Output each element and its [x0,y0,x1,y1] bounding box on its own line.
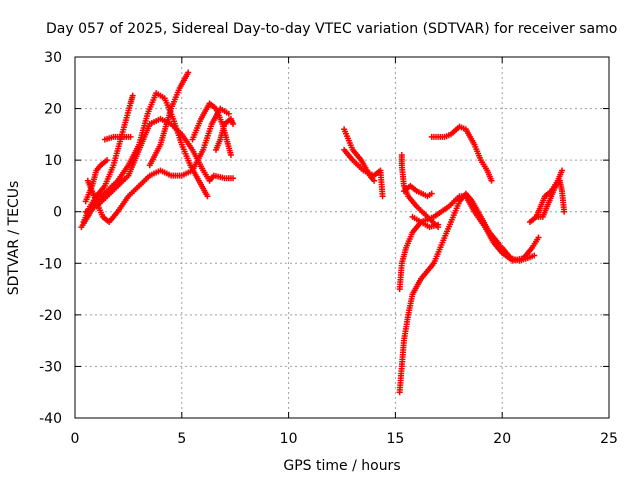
data-point [488,177,495,184]
data-point [104,157,111,164]
y-tick-label: -10 [39,256,62,272]
data-point [230,121,237,128]
grid-lines [75,57,609,418]
plot-frame [74,56,610,419]
x-tick-label: 10 [280,431,298,447]
series-arc-15 [400,182,435,200]
data-point [561,208,568,215]
data-point [559,167,566,174]
data-point [230,175,237,182]
series-arc-11 [341,146,386,200]
data-point [127,133,134,140]
x-tick-label: 20 [493,431,511,447]
data-point [227,151,234,158]
series-arc-5 [82,157,111,205]
data-point [185,69,192,76]
y-tick-label: -40 [39,411,62,427]
series-arc-9 [212,115,237,153]
data-point [428,190,435,197]
series-arc-8 [189,100,234,158]
series-arc-13 [396,193,542,293]
series-arc-12 [396,190,501,396]
axis-ticks: 0 5 10 15 20 25 -40 -30 -20 -10 0 10 20 30 [39,50,618,447]
y-axis-label: SDTVAR / TECUs [6,181,22,296]
y-tick-label: 10 [44,153,62,169]
data-point [379,193,386,200]
series-arc-16 [409,213,442,231]
series-arc-19 [526,167,566,226]
chart-title: Day 057 of 2025, Sidereal Day-to-day VTE… [46,21,617,37]
series-arc-1 [80,92,136,226]
x-tick-label: 25 [600,431,618,447]
data-point [371,177,378,184]
data-point [204,193,211,200]
data-point [435,221,442,228]
series-arc-4 [84,105,232,226]
y-tick-label: 0 [53,205,62,221]
x-axis-label: GPS time / hours [283,458,400,474]
data-point [129,92,136,99]
series-arc-3 [82,115,237,215]
data-point [225,110,232,117]
series-arc-2 [78,90,211,231]
x-tick-label: 15 [386,431,404,447]
y-tick-label: -20 [39,308,62,324]
data-points [78,69,568,396]
series-arc-6 [101,133,134,143]
series-arc-20 [535,177,568,220]
series-arc-18 [488,234,538,264]
x-tick-label: 5 [177,431,186,447]
series-arc-17 [428,123,495,184]
y-tick-label: 30 [44,50,62,66]
y-tick-label: -30 [39,359,62,375]
data-point [535,234,542,241]
y-tick-label: 20 [44,102,62,118]
data-point [531,252,538,259]
series-arc-7 [146,69,192,169]
x-tick-label: 0 [71,431,80,447]
